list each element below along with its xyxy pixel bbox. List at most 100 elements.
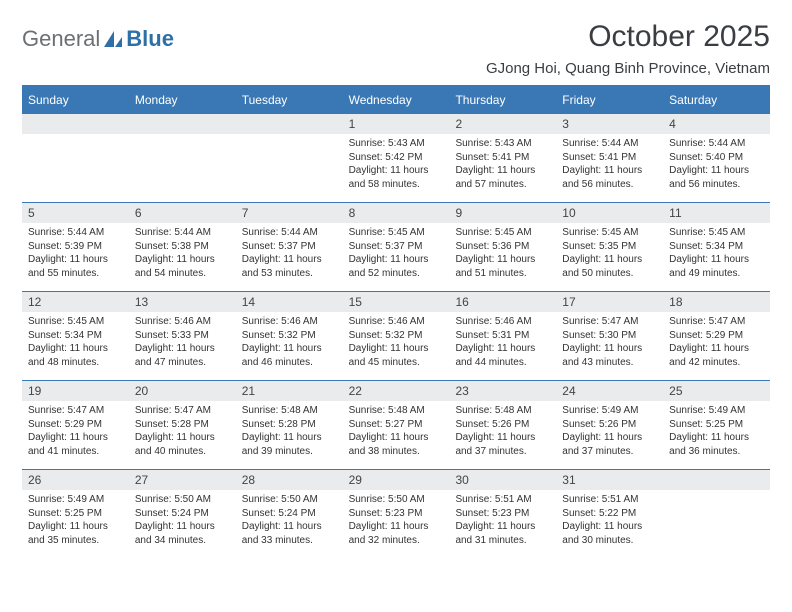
day-body: Sunrise: 5:45 AMSunset: 5:34 PMDaylight:… [22,312,129,375]
day-cell: 22Sunrise: 5:48 AMSunset: 5:27 PMDayligh… [343,381,450,469]
day-number [129,114,236,134]
day-number: 31 [556,470,663,490]
day-cell: 12Sunrise: 5:45 AMSunset: 5:34 PMDayligh… [22,292,129,380]
day-body: Sunrise: 5:49 AMSunset: 5:25 PMDaylight:… [663,401,770,464]
day-body: Sunrise: 5:47 AMSunset: 5:29 PMDaylight:… [663,312,770,375]
day-number: 4 [663,114,770,134]
day-number: 15 [343,292,450,312]
title-block: October 2025 GJong Hoi, Quang Binh Provi… [486,20,770,77]
day-body: Sunrise: 5:50 AMSunset: 5:24 PMDaylight:… [129,490,236,553]
day-number: 25 [663,381,770,401]
day-number: 20 [129,381,236,401]
day-cell: 8Sunrise: 5:45 AMSunset: 5:37 PMDaylight… [343,203,450,291]
day-cell: 28Sunrise: 5:50 AMSunset: 5:24 PMDayligh… [236,470,343,558]
week-row: 12Sunrise: 5:45 AMSunset: 5:34 PMDayligh… [22,291,770,380]
day-body: Sunrise: 5:51 AMSunset: 5:23 PMDaylight:… [449,490,556,553]
day-number: 16 [449,292,556,312]
day-number: 3 [556,114,663,134]
day-number: 17 [556,292,663,312]
day-header: Tuesday [236,87,343,113]
day-number: 9 [449,203,556,223]
day-number: 27 [129,470,236,490]
week-row: 26Sunrise: 5:49 AMSunset: 5:25 PMDayligh… [22,469,770,558]
day-cell: 6Sunrise: 5:44 AMSunset: 5:38 PMDaylight… [129,203,236,291]
day-cell: 18Sunrise: 5:47 AMSunset: 5:29 PMDayligh… [663,292,770,380]
day-body: Sunrise: 5:51 AMSunset: 5:22 PMDaylight:… [556,490,663,553]
location-text: GJong Hoi, Quang Binh Province, Vietnam [486,60,770,77]
day-cell: 23Sunrise: 5:48 AMSunset: 5:26 PMDayligh… [449,381,556,469]
day-header: Thursday [449,87,556,113]
day-cell [663,470,770,558]
week-row: 19Sunrise: 5:47 AMSunset: 5:29 PMDayligh… [22,380,770,469]
day-body: Sunrise: 5:50 AMSunset: 5:23 PMDaylight:… [343,490,450,553]
day-body [663,490,770,499]
day-number: 18 [663,292,770,312]
day-number: 14 [236,292,343,312]
day-number: 28 [236,470,343,490]
week-row: 5Sunrise: 5:44 AMSunset: 5:39 PMDaylight… [22,202,770,291]
day-cell: 11Sunrise: 5:45 AMSunset: 5:34 PMDayligh… [663,203,770,291]
day-body: Sunrise: 5:47 AMSunset: 5:28 PMDaylight:… [129,401,236,464]
day-body [236,134,343,143]
day-body: Sunrise: 5:49 AMSunset: 5:25 PMDaylight:… [22,490,129,553]
day-number: 21 [236,381,343,401]
day-number: 22 [343,381,450,401]
day-number: 11 [663,203,770,223]
day-cell: 15Sunrise: 5:46 AMSunset: 5:32 PMDayligh… [343,292,450,380]
day-cell: 31Sunrise: 5:51 AMSunset: 5:22 PMDayligh… [556,470,663,558]
day-body: Sunrise: 5:44 AMSunset: 5:37 PMDaylight:… [236,223,343,286]
day-number [663,470,770,490]
month-title: October 2025 [486,20,770,54]
day-body: Sunrise: 5:45 AMSunset: 5:35 PMDaylight:… [556,223,663,286]
day-body: Sunrise: 5:46 AMSunset: 5:33 PMDaylight:… [129,312,236,375]
day-header: Saturday [663,87,770,113]
day-body [129,134,236,143]
day-body: Sunrise: 5:46 AMSunset: 5:32 PMDaylight:… [236,312,343,375]
day-number: 24 [556,381,663,401]
day-body: Sunrise: 5:44 AMSunset: 5:40 PMDaylight:… [663,134,770,197]
day-number: 6 [129,203,236,223]
day-body: Sunrise: 5:48 AMSunset: 5:26 PMDaylight:… [449,401,556,464]
day-body: Sunrise: 5:44 AMSunset: 5:38 PMDaylight:… [129,223,236,286]
day-header-row: SundayMondayTuesdayWednesdayThursdayFrid… [22,87,770,113]
day-body: Sunrise: 5:46 AMSunset: 5:32 PMDaylight:… [343,312,450,375]
day-body: Sunrise: 5:49 AMSunset: 5:26 PMDaylight:… [556,401,663,464]
day-cell: 5Sunrise: 5:44 AMSunset: 5:39 PMDaylight… [22,203,129,291]
day-cell: 9Sunrise: 5:45 AMSunset: 5:36 PMDaylight… [449,203,556,291]
logo-part1: General [22,26,100,52]
day-cell [129,114,236,202]
day-cell: 3Sunrise: 5:44 AMSunset: 5:41 PMDaylight… [556,114,663,202]
day-body: Sunrise: 5:45 AMSunset: 5:36 PMDaylight:… [449,223,556,286]
day-body: Sunrise: 5:44 AMSunset: 5:39 PMDaylight:… [22,223,129,286]
day-cell: 4Sunrise: 5:44 AMSunset: 5:40 PMDaylight… [663,114,770,202]
day-number: 7 [236,203,343,223]
logo: General Blue [22,20,174,52]
logo-sail-icon [102,29,124,49]
day-body [22,134,129,143]
day-cell: 16Sunrise: 5:46 AMSunset: 5:31 PMDayligh… [449,292,556,380]
day-cell: 27Sunrise: 5:50 AMSunset: 5:24 PMDayligh… [129,470,236,558]
day-header: Friday [556,87,663,113]
logo-part2: Blue [126,26,174,52]
day-cell: 14Sunrise: 5:46 AMSunset: 5:32 PMDayligh… [236,292,343,380]
day-body: Sunrise: 5:48 AMSunset: 5:27 PMDaylight:… [343,401,450,464]
day-cell: 20Sunrise: 5:47 AMSunset: 5:28 PMDayligh… [129,381,236,469]
day-cell: 2Sunrise: 5:43 AMSunset: 5:41 PMDaylight… [449,114,556,202]
day-header: Sunday [22,87,129,113]
day-number: 26 [22,470,129,490]
day-header: Monday [129,87,236,113]
day-cell: 21Sunrise: 5:48 AMSunset: 5:28 PMDayligh… [236,381,343,469]
day-body: Sunrise: 5:44 AMSunset: 5:41 PMDaylight:… [556,134,663,197]
day-body: Sunrise: 5:47 AMSunset: 5:29 PMDaylight:… [22,401,129,464]
day-cell: 1Sunrise: 5:43 AMSunset: 5:42 PMDaylight… [343,114,450,202]
day-header: Wednesday [343,87,450,113]
day-body: Sunrise: 5:43 AMSunset: 5:42 PMDaylight:… [343,134,450,197]
day-number: 19 [22,381,129,401]
day-cell [22,114,129,202]
day-cell: 10Sunrise: 5:45 AMSunset: 5:35 PMDayligh… [556,203,663,291]
day-cell: 7Sunrise: 5:44 AMSunset: 5:37 PMDaylight… [236,203,343,291]
day-body: Sunrise: 5:50 AMSunset: 5:24 PMDaylight:… [236,490,343,553]
day-cell [236,114,343,202]
calendar: SundayMondayTuesdayWednesdayThursdayFrid… [22,85,770,558]
day-cell: 30Sunrise: 5:51 AMSunset: 5:23 PMDayligh… [449,470,556,558]
